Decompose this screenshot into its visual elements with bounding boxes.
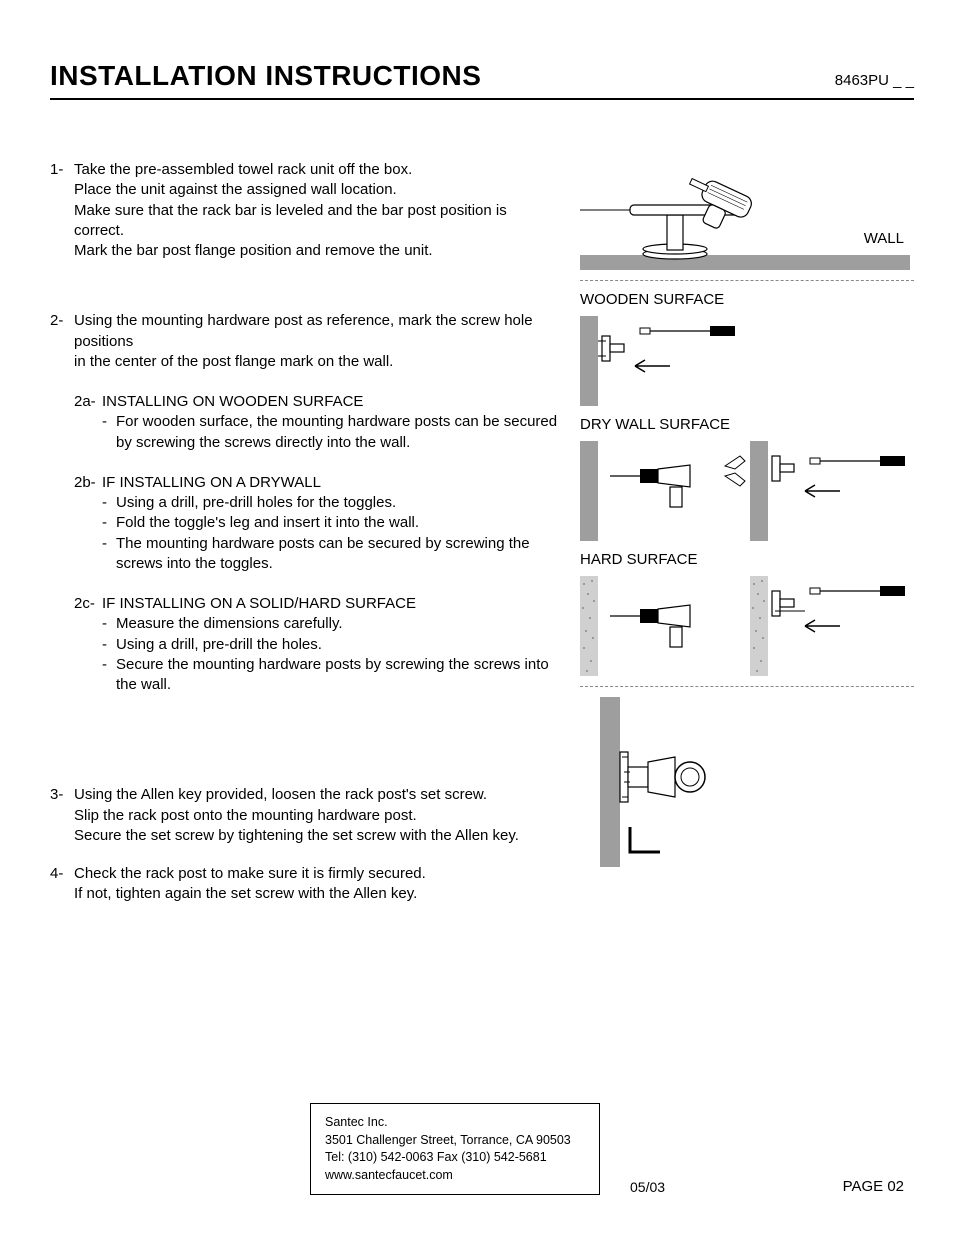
diagram-wooden <box>580 316 914 406</box>
step-3-line2: Slip the rack post onto the mounting har… <box>74 806 560 826</box>
wooden-diagram-svg <box>580 316 910 406</box>
step-2a: 2a- INSTALLING ON WOODEN SURFACE -For wo… <box>74 392 560 453</box>
step-2b-num: 2b- <box>74 473 102 493</box>
wall-label: WALL <box>864 230 904 247</box>
step-1-num: 1- <box>50 160 74 261</box>
step-2-num: 2- <box>50 311 74 372</box>
hard-diagram-svg <box>580 576 910 676</box>
diagram-hard <box>580 576 914 676</box>
step-2c-b1: Measure the dimensions carefully. <box>116 614 560 634</box>
step-2-line2: in the center of the post flange mark on… <box>74 352 560 372</box>
step-2b-b2: Fold the toggle's leg and insert it into… <box>116 513 560 533</box>
step-2b: 2b- IF INSTALLING ON A DRYWALL -Using a … <box>74 473 560 574</box>
drywall-diagram-svg <box>580 441 910 541</box>
diagrams-column: WALL WOODEN SURFACE DRY WALL SURFACE <box>580 160 914 945</box>
hard-label: HARD SURFACE <box>580 551 914 568</box>
separator-2 <box>580 686 914 687</box>
step-2a-title: INSTALLING ON WOODEN SURFACE <box>102 392 560 412</box>
step-4-line1: Check the rack post to make sure it is f… <box>74 864 560 884</box>
step-2a-num: 2a- <box>74 392 102 412</box>
step-1-line1: Take the pre-assembled towel rack unit o… <box>74 160 560 180</box>
step-2b-b3: The mounting hardware posts can be secur… <box>116 534 560 575</box>
step-1-line4: Mark the bar post flange position and re… <box>74 241 560 261</box>
step-2c-b2: Using a drill, pre-drill the holes. <box>116 635 560 655</box>
page-title: INSTALLATION INSTRUCTIONS <box>50 60 481 92</box>
step-2c-title: IF INSTALLING ON A SOLID/HARD SURFACE <box>102 594 560 614</box>
step-1-line3: Make sure that the rack bar is leveled a… <box>74 201 560 242</box>
diagram-drywall <box>580 441 914 541</box>
main-content: 1- Take the pre-assembled towel rack uni… <box>50 160 914 945</box>
step-1: 1- Take the pre-assembled towel rack uni… <box>50 160 560 261</box>
footer-addr: 3501 Challenger Street, Torrance, CA 905… <box>325 1132 585 1150</box>
step-3-line3: Secure the set screw by tightening the s… <box>74 826 560 846</box>
step-2c-b3: Secure the mounting hardware posts by sc… <box>116 655 560 696</box>
step-2-line1: Using the mounting hardware post as refe… <box>74 311 560 352</box>
step-2b-b1: Using a drill, pre-drill holes for the t… <box>116 493 560 513</box>
step-3-line1: Using the Allen key provided, loosen the… <box>74 785 560 805</box>
step-2c-num: 2c- <box>74 594 102 614</box>
step-2b-title: IF INSTALLING ON A DRYWALL <box>102 473 560 493</box>
diagram-wall: WALL <box>580 160 914 270</box>
wall-diagram-svg <box>580 160 910 270</box>
step-4: 4- Check the rack post to make sure it i… <box>50 864 560 905</box>
final-diagram-svg <box>580 697 780 867</box>
footer-address-box: Santec Inc. 3501 Challenger Street, Torr… <box>310 1103 600 1195</box>
page-header: INSTALLATION INSTRUCTIONS 8463PU _ _ <box>50 60 914 100</box>
step-4-line2: If not, tighten again the set screw with… <box>74 884 560 904</box>
step-2c: 2c- IF INSTALLING ON A SOLID/HARD SURFAC… <box>74 594 560 695</box>
footer-date: 05/03 <box>630 1179 665 1195</box>
step-3-num: 3- <box>50 785 74 846</box>
drywall-label: DRY WALL SURFACE <box>580 416 914 433</box>
step-4-num: 4- <box>50 864 74 905</box>
footer-company: Santec Inc. <box>325 1114 585 1132</box>
separator-1 <box>580 280 914 281</box>
wooden-label: WOODEN SURFACE <box>580 291 914 308</box>
step-3: 3- Using the Allen key provided, loosen … <box>50 785 560 846</box>
footer-tel: Tel: (310) 542-0063 Fax (310) 542-5681 <box>325 1149 585 1167</box>
footer-web: www.santecfaucet.com <box>325 1167 585 1185</box>
page-footer: Santec Inc. 3501 Challenger Street, Torr… <box>0 1103 954 1195</box>
instructions-column: 1- Take the pre-assembled towel rack uni… <box>50 160 560 945</box>
model-number: 8463PU _ _ <box>835 72 914 89</box>
diagram-final <box>580 697 914 867</box>
step-2a-b1: For wooden surface, the mounting hardwar… <box>116 412 560 453</box>
page-number: PAGE 02 <box>843 1178 904 1195</box>
step-2: 2- Using the mounting hardware post as r… <box>50 311 560 695</box>
step-1-line2: Place the unit against the assigned wall… <box>74 180 560 200</box>
